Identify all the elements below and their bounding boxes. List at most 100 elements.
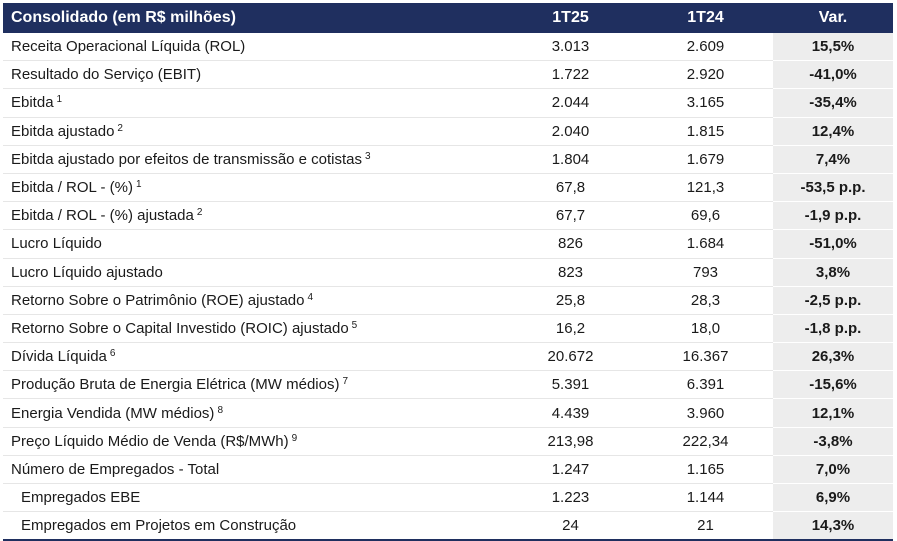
footnote-marker: 7	[342, 376, 349, 388]
row-label-cell: Resultado do Serviço (EBIT)	[3, 60, 503, 90]
row-label: Retorno Sobre o Patrimônio (ROE) ajustad…	[11, 291, 305, 309]
value-1t25: 3.013	[503, 33, 638, 62]
footnote-marker: 6	[109, 348, 116, 360]
value-var: -51,0%	[773, 229, 893, 259]
value-1t24: 16.367	[638, 342, 773, 372]
table-row: Ebitda ajustado por efeitos de transmiss…	[3, 145, 893, 174]
value-var: -2,5 p.p.	[773, 286, 893, 315]
row-label: Dívida Líquida	[11, 348, 107, 366]
value-var: -1,9 p.p.	[773, 201, 893, 231]
value-1t24: 3.960	[638, 398, 773, 428]
value-1t25: 2.040	[503, 117, 638, 146]
row-label-cell: Produção Bruta de Energia Elétrica (MW m…	[3, 370, 503, 400]
row-label-cell: Ebitda 1	[3, 88, 503, 118]
footnote-marker: 8	[217, 404, 223, 416]
value-1t25: 67,7	[503, 201, 638, 231]
value-1t24: 121,3	[638, 173, 773, 203]
value-1t25: 213,98	[503, 427, 638, 456]
table-row: Ebitda / ROL - (%) ajustada 2 67,7 69,6 -1,9…	[3, 201, 893, 231]
value-1t24: 28,3	[638, 286, 773, 315]
row-label-cell: Ebitda ajustado por efeitos de transmiss…	[3, 145, 503, 174]
table-row: Energia Vendida (MW médios) 8 4.439 3.960 12…	[3, 398, 893, 428]
row-label: Lucro Líquido	[11, 235, 102, 253]
row-label-cell: Ebitda / ROL - (%) ajustada 2	[3, 201, 503, 231]
value-1t25: 1.722	[503, 60, 638, 90]
value-1t24: 6.391	[638, 370, 773, 400]
header-1t24: 1T24	[638, 3, 773, 33]
value-1t25: 20.672	[503, 342, 638, 372]
value-1t24: 21	[638, 511, 773, 541]
table-row: Retorno Sobre o Capital Investido (ROIC)…	[3, 314, 893, 344]
row-label-cell: Energia Vendida (MW médios) 8	[3, 398, 503, 428]
value-1t25: 67,8	[503, 173, 638, 203]
table-row: Lucro Líquido ajustado 823 793 3,8%	[3, 258, 893, 287]
value-1t24: 1.165	[638, 455, 773, 485]
value-1t24: 222,34	[638, 427, 773, 456]
row-label-cell: Empregados em Projetos em Construção	[3, 511, 503, 541]
value-1t25: 2.044	[503, 88, 638, 118]
footnote-marker: 1	[56, 94, 63, 106]
row-label: Preço Líquido Médio de Venda (R$/MWh)	[11, 432, 289, 450]
table-row: Ebitda / ROL - (%) 1 67,8 121,3 -53,5 p.p.	[3, 173, 893, 203]
row-label-cell: Receita Operacional Líquida (ROL)	[3, 33, 503, 62]
row-label: Produção Bruta de Energia Elétrica (MW m…	[11, 376, 340, 394]
value-1t25: 1.804	[503, 145, 638, 174]
row-label-cell: Retorno Sobre o Capital Investido (ROIC)…	[3, 314, 503, 344]
table-row: Resultado do Serviço (EBIT) 1.722 2.920 -41…	[3, 60, 893, 90]
row-label: Receita Operacional Líquida (ROL)	[11, 38, 246, 56]
value-1t25: 5.391	[503, 370, 638, 400]
footnote-marker: 9	[291, 432, 298, 444]
table-row: Dívida Líquida 6 20.672 16.367 26,3%	[3, 342, 893, 372]
table-row: Empregados em Projetos em Construção 24 21…	[3, 511, 893, 541]
value-1t25: 16,2	[503, 314, 638, 344]
row-label: Empregados EBE	[21, 489, 141, 507]
value-var: -15,6%	[773, 370, 893, 400]
value-1t24: 1.684	[638, 229, 773, 259]
footnote-marker: 2	[117, 122, 123, 134]
value-1t25: 1.247	[503, 455, 638, 485]
value-1t24: 18,0	[638, 314, 773, 344]
row-label: Energia Vendida (MW médios)	[11, 404, 215, 422]
row-label: Empregados em Projetos em Construção	[21, 517, 297, 535]
value-1t25: 24	[503, 511, 638, 541]
value-var: 14,3%	[773, 511, 893, 541]
value-var: 7,0%	[773, 455, 893, 485]
value-var: 26,3%	[773, 342, 893, 372]
value-1t24: 2.609	[638, 33, 773, 62]
row-label: Ebitda ajustado	[11, 122, 115, 140]
value-1t25: 25,8	[503, 286, 638, 315]
header-1t25: 1T25	[503, 3, 638, 33]
header-row: Consolidado (em R$ milhões) 1T25 1T24 Va…	[3, 3, 893, 33]
value-1t25: 823	[503, 258, 638, 287]
row-label: Lucro Líquido ajustado	[11, 263, 163, 281]
value-var: -1,8 p.p.	[773, 314, 893, 344]
row-label: Ebitda / ROL - (%)	[11, 179, 133, 197]
value-var: 12,1%	[773, 398, 893, 428]
value-var: -53,5 p.p.	[773, 173, 893, 203]
value-1t24: 1.815	[638, 117, 773, 146]
row-label: Retorno Sobre o Capital Investido (ROIC)…	[11, 319, 349, 337]
header-label: Consolidado (em R$ milhões)	[3, 3, 503, 33]
row-label: Resultado do Serviço (EBIT)	[11, 66, 202, 84]
table-header: Consolidado (em R$ milhões) 1T25 1T24 Va…	[3, 3, 893, 33]
value-var: 7,4%	[773, 145, 893, 174]
row-label-cell: Lucro Líquido	[3, 229, 503, 259]
row-label: Número de Empregados - Total	[11, 460, 220, 478]
value-1t25: 1.223	[503, 483, 638, 513]
row-label-cell: Retorno Sobre o Patrimônio (ROE) ajustad…	[3, 286, 503, 315]
table-row: Ebitda ajustado 2 2.040 1.815 12,4%	[3, 117, 893, 146]
row-label-cell: Ebitda ajustado 2	[3, 117, 503, 146]
value-1t24: 1.144	[638, 483, 773, 513]
financial-summary-table: Consolidado (em R$ milhões) 1T25 1T24 Va…	[3, 3, 893, 541]
value-var: 15,5%	[773, 33, 893, 62]
header-var: Var.	[773, 3, 893, 33]
footnote-marker: 5	[351, 319, 358, 331]
value-1t24: 2.920	[638, 60, 773, 90]
row-label-cell: Empregados EBE	[3, 483, 503, 513]
table-row: Preço Líquido Médio de Venda (R$/MWh) 9 21…	[3, 427, 893, 456]
value-var: 12,4%	[773, 117, 893, 146]
value-var: -3,8%	[773, 427, 893, 456]
row-label: Ebitda ajustado por efeitos de transmiss…	[11, 150, 363, 168]
footnote-marker: 3	[365, 150, 371, 162]
table-row: Lucro Líquido 826 1.684 -51,0%	[3, 229, 893, 259]
